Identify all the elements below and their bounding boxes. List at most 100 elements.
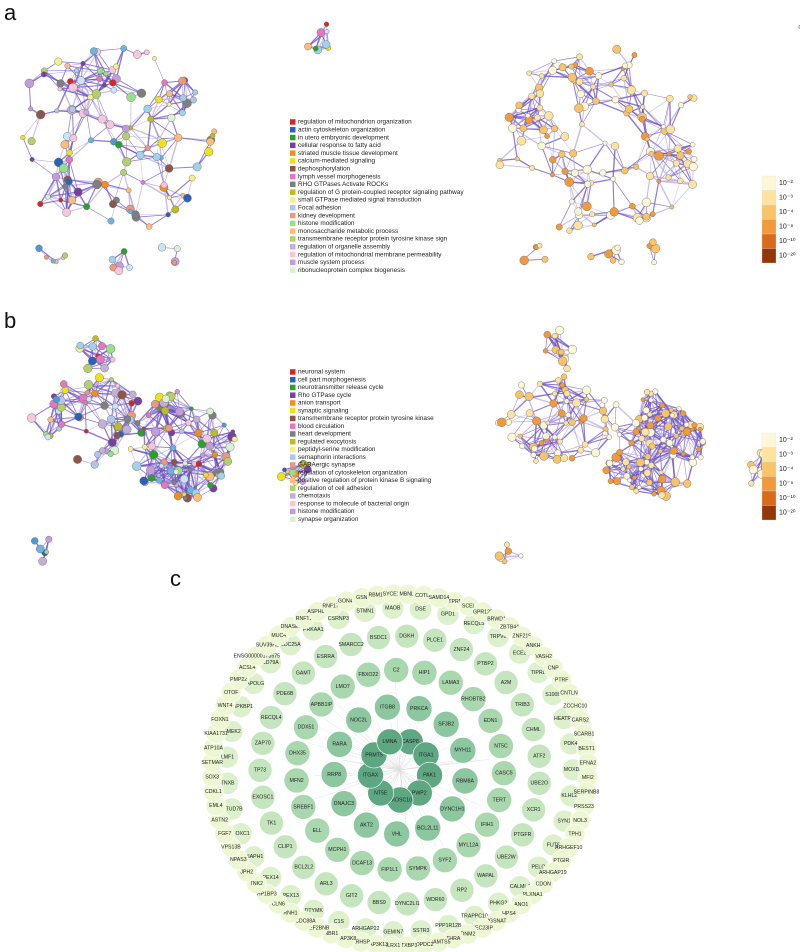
node xyxy=(555,377,562,384)
edge xyxy=(545,422,567,437)
network xyxy=(108,248,133,276)
legend-label: response to molecule of bacterial origin xyxy=(298,500,410,507)
node xyxy=(136,150,145,160)
gene-label: BSDC1 xyxy=(370,635,387,641)
node xyxy=(95,373,104,383)
gene-label: GEMIN7 xyxy=(383,929,403,935)
node xyxy=(62,252,69,259)
edge xyxy=(394,673,401,771)
gene-node xyxy=(258,705,284,730)
edge xyxy=(309,769,401,802)
gene-label: ANKH xyxy=(526,643,541,649)
node xyxy=(697,426,703,432)
node xyxy=(648,397,654,403)
legend-label: cellular response to fatty acid xyxy=(298,142,381,149)
gene-label: DGKH xyxy=(399,634,414,640)
node xyxy=(691,422,698,429)
node xyxy=(108,255,117,264)
edge xyxy=(202,446,231,456)
legend-swatch xyxy=(290,158,296,164)
edge xyxy=(511,128,518,159)
node xyxy=(564,177,574,187)
gene-label: SETMAR xyxy=(201,760,223,766)
edge xyxy=(610,68,624,86)
edge xyxy=(67,178,98,186)
edge xyxy=(88,398,104,425)
node xyxy=(565,412,572,418)
edge xyxy=(202,454,228,462)
edge xyxy=(683,433,701,458)
edge xyxy=(615,404,637,424)
edge xyxy=(130,108,148,129)
gene-label: DSE xyxy=(415,607,426,613)
node xyxy=(37,200,44,207)
edge xyxy=(178,137,211,143)
node xyxy=(303,465,312,474)
gene-node xyxy=(353,811,380,839)
gene-label: CHML xyxy=(526,727,541,733)
gene-node xyxy=(284,740,311,767)
gene-label: HPS4 xyxy=(502,911,516,917)
gene-label: JPH2 xyxy=(240,869,253,875)
gene-label: SCARB1 xyxy=(574,732,595,738)
network xyxy=(27,373,148,469)
legend-swatch xyxy=(290,244,296,250)
node xyxy=(548,66,557,75)
gene-node xyxy=(477,707,504,734)
node xyxy=(107,217,115,225)
edge xyxy=(676,435,703,442)
scale-label: 10⁻⁶ xyxy=(779,481,793,488)
edge xyxy=(158,80,183,100)
panel-label: a xyxy=(4,0,17,25)
edge xyxy=(554,422,573,438)
node xyxy=(679,425,685,432)
legend-swatch xyxy=(290,119,296,125)
edge xyxy=(604,142,626,171)
node xyxy=(541,255,549,263)
edge xyxy=(582,418,586,445)
edge xyxy=(150,93,170,120)
edge xyxy=(566,393,573,423)
gene-node xyxy=(290,794,317,820)
legend-swatch xyxy=(290,508,296,515)
edge xyxy=(572,124,583,154)
gene-label: RECQL5 xyxy=(464,621,485,627)
node xyxy=(88,342,97,351)
gene-node xyxy=(510,822,535,848)
node xyxy=(560,132,570,141)
node xyxy=(636,485,642,490)
node xyxy=(666,151,672,157)
edge xyxy=(64,181,99,188)
legend-swatch xyxy=(290,477,296,484)
edge xyxy=(668,153,681,181)
node xyxy=(179,94,187,102)
network xyxy=(600,388,707,501)
gene-label: SF3B2 xyxy=(438,722,454,728)
edge xyxy=(522,95,533,129)
gene-node xyxy=(488,733,514,759)
node xyxy=(567,344,577,354)
node xyxy=(504,541,510,548)
gene-label: PRSS23 xyxy=(574,804,594,810)
edge xyxy=(581,100,597,125)
node xyxy=(602,466,610,475)
gene-node xyxy=(355,661,382,688)
gene-label: ANO1 xyxy=(514,902,528,908)
gene-label: DNM2 xyxy=(461,931,476,937)
gene-label: TRIB3 xyxy=(515,702,530,708)
node xyxy=(165,424,173,432)
node xyxy=(145,412,152,418)
gene-node xyxy=(405,695,433,723)
gene-node xyxy=(366,625,391,650)
gene-label: BCL2L11 xyxy=(417,825,438,831)
node xyxy=(304,42,312,51)
legend-label: Rho GTPase cycle xyxy=(298,392,352,399)
edge xyxy=(160,137,179,159)
node xyxy=(126,92,136,102)
node xyxy=(188,174,196,182)
node xyxy=(105,344,116,354)
gene-node xyxy=(250,784,276,810)
node xyxy=(507,432,517,442)
legend-label: neuronal system xyxy=(298,369,345,376)
